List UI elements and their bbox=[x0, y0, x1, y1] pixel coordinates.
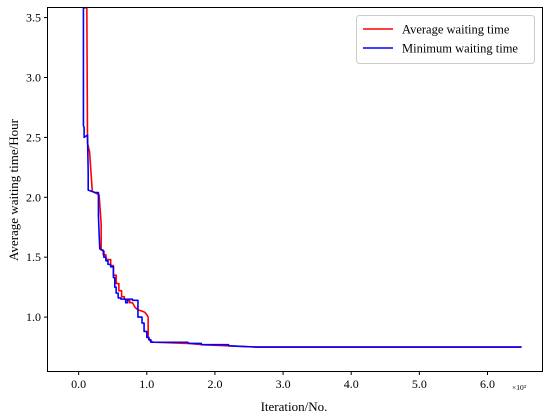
legend: Average waiting time Minimum waiting tim… bbox=[356, 15, 535, 64]
x-tick-label: 5.0 bbox=[412, 377, 427, 391]
x-tick-label: 2.0 bbox=[207, 377, 222, 391]
legend-label-average: Average waiting time bbox=[402, 23, 510, 37]
x-tick-label: 1.0 bbox=[139, 377, 154, 391]
series-line-minimum bbox=[82, 8, 522, 348]
y-tick-label: 1.0 bbox=[26, 310, 41, 324]
legend-label-minimum: Minimum waiting time bbox=[402, 42, 518, 56]
x-axis-multiplier: ×10³ bbox=[512, 383, 527, 392]
plot-frame bbox=[47, 7, 543, 372]
y-tick-label: 2.5 bbox=[26, 130, 41, 144]
x-tick-label: 6.0 bbox=[480, 377, 495, 391]
x-tick-label: 4.0 bbox=[344, 377, 359, 391]
x-axis-title: Iteration/No. bbox=[261, 399, 328, 414]
x-tick-label: 0.0 bbox=[71, 377, 86, 391]
tick-layer: 0.0 1.0 2.0 3.0 4.0 5.0 6.0 1.0 1.5 2.0 2.5 3.0 3.5 bbox=[26, 11, 495, 391]
series-layer bbox=[82, 8, 522, 348]
legend-box bbox=[356, 15, 535, 64]
y-axis-title: Average waiting time/Hour bbox=[6, 118, 21, 261]
y-tick-label: 3.0 bbox=[26, 70, 41, 84]
x-tick-label: 3.0 bbox=[276, 377, 291, 391]
y-tick-label: 1.5 bbox=[26, 250, 41, 264]
y-tick-label: 3.5 bbox=[26, 11, 41, 25]
y-tick-label: 2.0 bbox=[26, 190, 41, 204]
